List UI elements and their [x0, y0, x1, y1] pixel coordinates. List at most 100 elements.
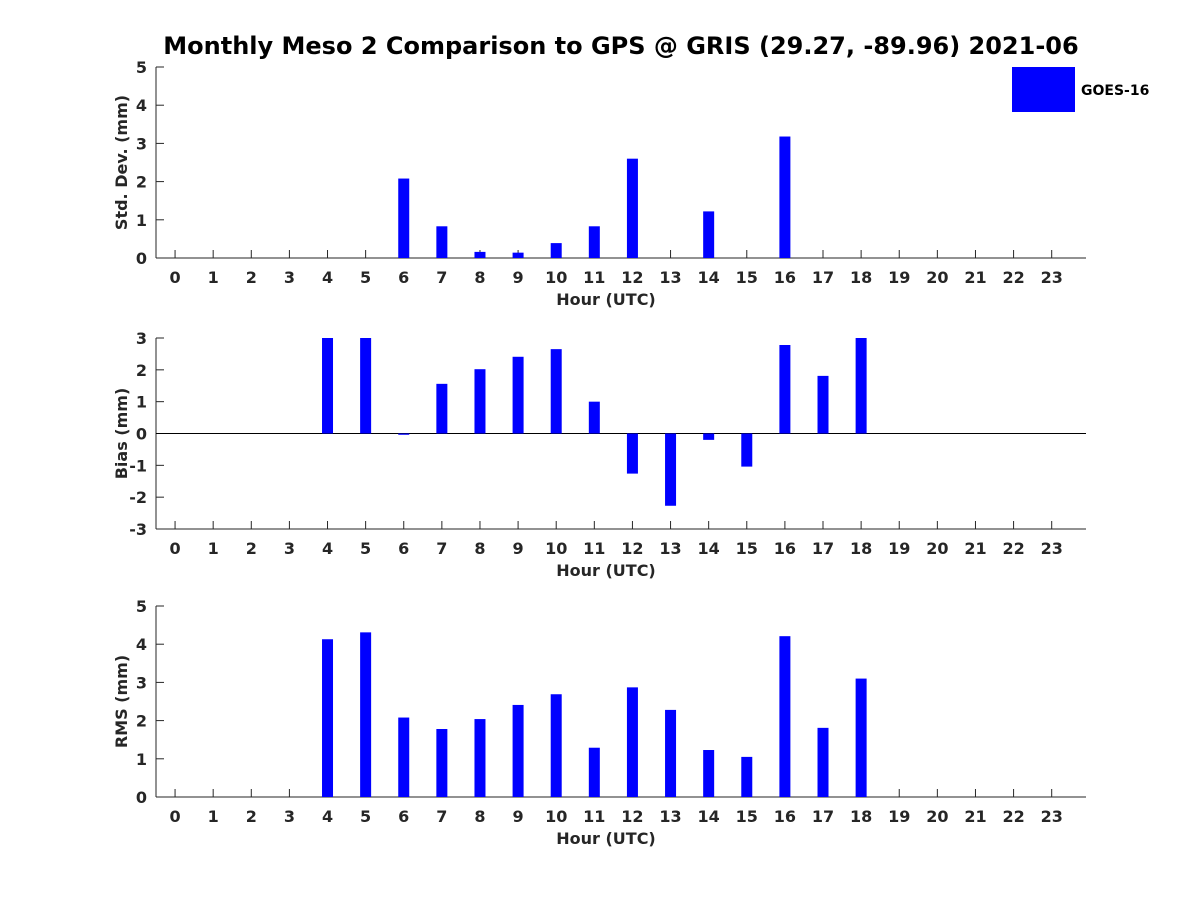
bar	[550, 349, 562, 434]
bar	[588, 401, 600, 434]
legend-label: GOES-16	[1081, 83, 1149, 99]
y-tick-label: 0	[136, 425, 147, 444]
y-tick-label: 4	[136, 96, 147, 115]
y-axis-label: Bias (mm)	[112, 388, 131, 480]
y-tick-label: 0	[136, 249, 147, 268]
x-tick-label: 22	[1002, 539, 1024, 558]
bar	[741, 433, 753, 467]
legend-swatch	[1012, 67, 1075, 112]
x-axis-label: Hour (UTC)	[556, 829, 656, 848]
y-tick-label: -1	[129, 456, 147, 475]
x-tick-label: 6	[398, 807, 409, 826]
bar	[703, 750, 715, 797]
bar	[665, 433, 677, 506]
x-axis-label: Hour (UTC)	[556, 290, 656, 309]
bar	[855, 338, 867, 434]
x-tick-label: 4	[322, 268, 333, 287]
legend: GOES-16	[1012, 67, 1149, 112]
x-tick-label: 6	[398, 268, 409, 287]
x-tick-label: 23	[1041, 268, 1063, 287]
y-tick-label: -2	[129, 488, 147, 507]
x-tick-label: 11	[583, 807, 605, 826]
x-tick-label: 5	[360, 268, 371, 287]
bar	[436, 383, 448, 434]
x-tick-label: 17	[812, 268, 834, 287]
x-tick-label: 18	[850, 807, 872, 826]
x-tick-label: 4	[322, 539, 333, 558]
x-tick-label: 16	[774, 539, 796, 558]
bar	[474, 251, 486, 258]
x-tick-label: 15	[736, 807, 758, 826]
bar	[779, 636, 791, 797]
y-tick-label: 1	[136, 393, 147, 412]
x-tick-label: 5	[360, 539, 371, 558]
x-tick-label: 23	[1041, 539, 1063, 558]
y-tick-label: 2	[136, 712, 147, 731]
bar	[512, 356, 524, 434]
y-tick-label: 1	[136, 750, 147, 769]
x-tick-label: 1	[208, 268, 219, 287]
x-tick-label: 1	[208, 807, 219, 826]
y-tick-label: 5	[136, 597, 147, 616]
y-tick-label: 2	[136, 173, 147, 192]
x-tick-label: 0	[169, 539, 180, 558]
y-tick-label: -3	[129, 520, 147, 539]
x-tick-label: 14	[698, 807, 720, 826]
x-tick-label: 11	[583, 268, 605, 287]
bar	[626, 687, 638, 797]
x-tick-label: 13	[659, 807, 681, 826]
x-tick-label: 19	[888, 807, 910, 826]
x-tick-label: 10	[545, 268, 567, 287]
x-tick-label: 6	[398, 539, 409, 558]
x-tick-label: 8	[474, 539, 485, 558]
bar	[360, 632, 372, 797]
y-tick-label: 2	[136, 361, 147, 380]
y-tick-label: 5	[136, 58, 147, 77]
bar	[626, 158, 638, 258]
bar	[588, 747, 600, 797]
x-tick-label: 3	[284, 268, 295, 287]
x-tick-label: 12	[621, 539, 643, 558]
bar	[703, 433, 715, 440]
bar	[779, 345, 791, 434]
bar	[779, 136, 791, 258]
bar	[322, 338, 334, 434]
x-tick-label: 13	[659, 539, 681, 558]
y-tick-label: 3	[136, 673, 147, 692]
bar	[512, 704, 524, 797]
bar	[474, 369, 486, 434]
x-tick-label: 5	[360, 807, 371, 826]
bar	[512, 252, 524, 258]
x-tick-label: 23	[1041, 807, 1063, 826]
x-tick-label: 18	[850, 539, 872, 558]
bar	[817, 727, 829, 797]
x-tick-label: 21	[964, 539, 986, 558]
bar	[626, 433, 638, 474]
x-tick-label: 7	[436, 807, 447, 826]
x-tick-label: 2	[246, 807, 257, 826]
bar	[398, 178, 410, 258]
bar	[703, 211, 715, 258]
x-tick-label: 3	[284, 539, 295, 558]
y-tick-label: 1	[136, 211, 147, 230]
x-tick-label: 22	[1002, 807, 1024, 826]
bar	[398, 433, 410, 435]
x-tick-label: 17	[812, 539, 834, 558]
x-tick-label: 10	[545, 539, 567, 558]
x-tick-label: 16	[774, 807, 796, 826]
x-tick-label: 17	[812, 807, 834, 826]
x-tick-label: 7	[436, 268, 447, 287]
x-tick-label: 9	[513, 268, 524, 287]
x-tick-label: 8	[474, 268, 485, 287]
bar	[436, 729, 448, 797]
x-tick-label: 0	[169, 807, 180, 826]
y-tick-label: 4	[136, 635, 147, 654]
bar	[360, 338, 372, 434]
y-axis-label: Std. Dev. (mm)	[112, 95, 131, 230]
bar	[436, 226, 448, 258]
x-tick-label: 1	[208, 539, 219, 558]
x-tick-label: 16	[774, 268, 796, 287]
x-tick-label: 7	[436, 539, 447, 558]
